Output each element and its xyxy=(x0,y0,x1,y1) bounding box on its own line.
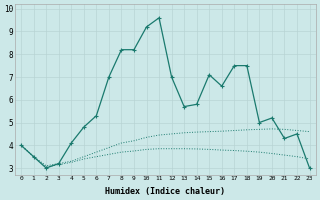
X-axis label: Humidex (Indice chaleur): Humidex (Indice chaleur) xyxy=(105,187,225,196)
